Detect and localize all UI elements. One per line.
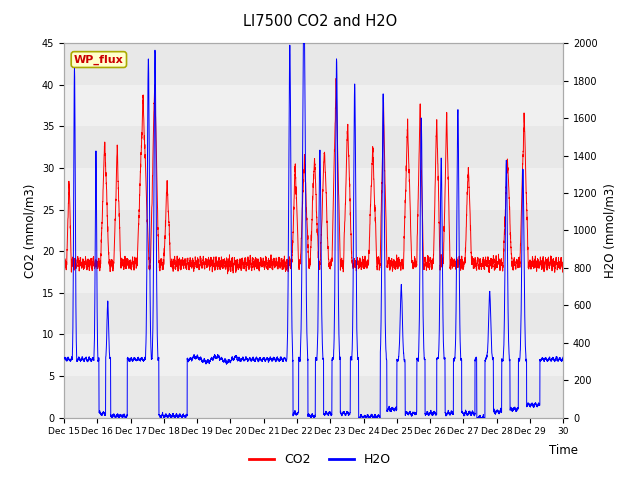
Y-axis label: H2O (mmol/m3): H2O (mmol/m3) [603, 183, 616, 278]
Bar [64, 293, 563, 335]
Text: Time: Time [548, 444, 578, 456]
Legend: CO2, H2O: CO2, H2O [244, 448, 396, 471]
Y-axis label: CO2 (mmol/m3): CO2 (mmol/m3) [23, 183, 36, 277]
Bar [64, 210, 563, 251]
Text: LI7500 CO2 and H2O: LI7500 CO2 and H2O [243, 14, 397, 29]
Bar [64, 126, 563, 168]
Bar [64, 168, 563, 210]
Bar [64, 251, 563, 293]
Bar [64, 43, 563, 85]
Bar [64, 335, 563, 376]
Text: WP_flux: WP_flux [74, 54, 124, 65]
Bar [64, 85, 563, 126]
Bar [64, 376, 563, 418]
